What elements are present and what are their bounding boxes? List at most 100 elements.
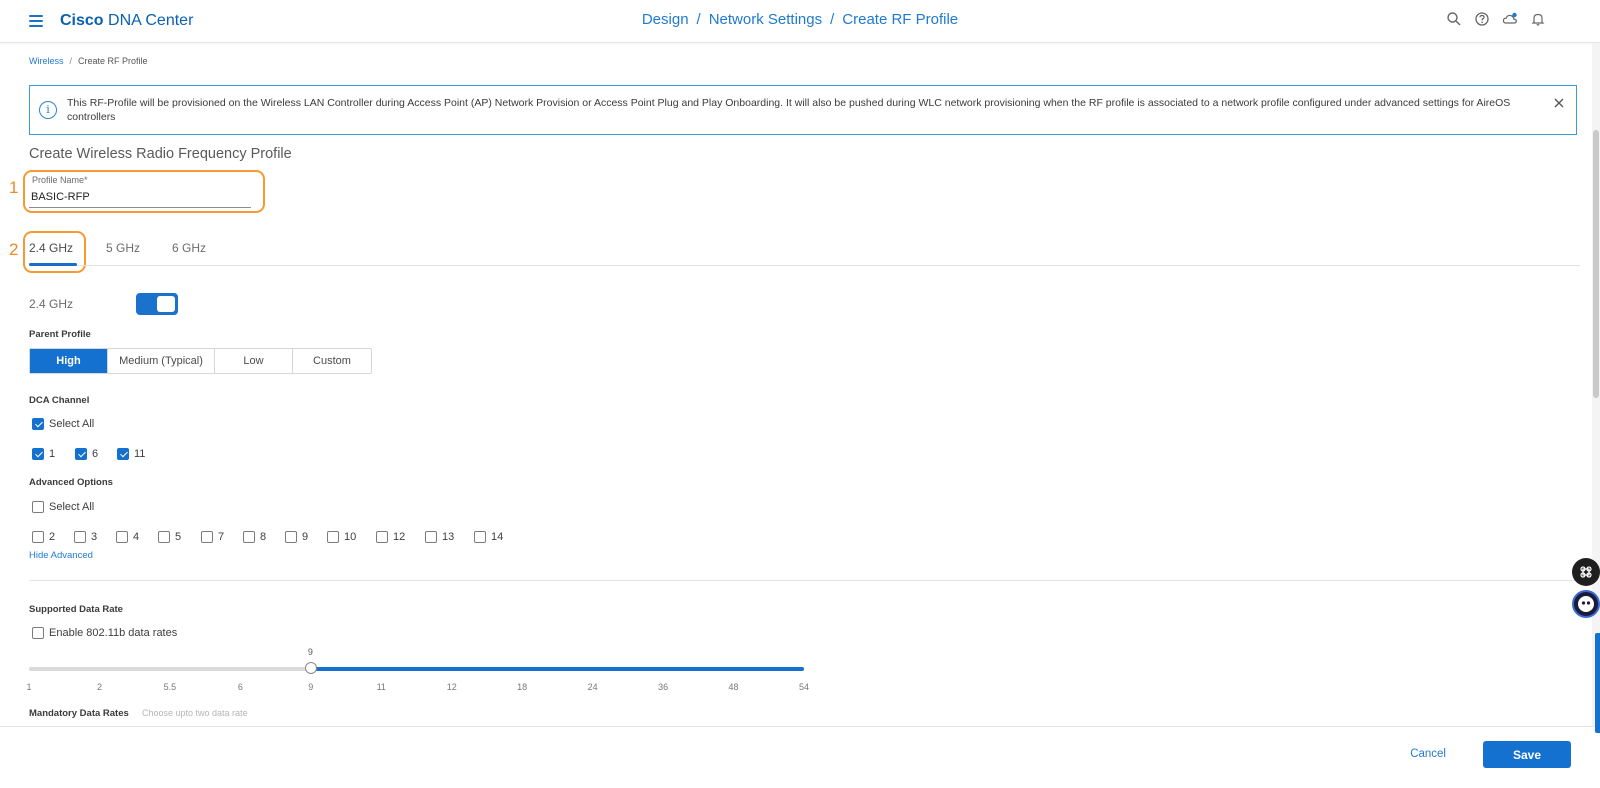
checkbox-label: 1 [49, 448, 56, 460]
callout-box-profile-name [23, 170, 265, 213]
path-create-rf-profile: Create RF Profile [842, 11, 959, 28]
save-button[interactable]: Save [1483, 741, 1571, 768]
dca-channel-1-checkbox[interactable]: 1 [32, 448, 55, 460]
cloud-icon[interactable] [1502, 11, 1518, 27]
close-icon[interactable] [1552, 96, 1566, 110]
band-tabs: 2.4 GHz 5 GHz 6 GHz [29, 236, 1580, 266]
data-rate-slider-track[interactable] [29, 667, 804, 671]
tab-2-4-ghz[interactable]: 2.4 GHz [29, 241, 74, 255]
checkbox-box [32, 501, 44, 513]
slider-tick-label: 12 [446, 682, 457, 692]
slider-tick-label: 54 [798, 682, 810, 692]
supported-data-rate-label: Supported Data Rate [29, 604, 123, 615]
checkbox-label: 4 [133, 531, 140, 543]
page-path: Design / Network Settings / Create RF Profil… [0, 11, 1600, 28]
parent-profile-custom[interactable]: Custom [313, 355, 351, 367]
vertical-scrollbar[interactable] [1592, 43, 1600, 726]
checkbox-label: 11 [134, 448, 146, 460]
toggle-knob [157, 296, 175, 312]
footer-bar: Cancel Save [0, 726, 1600, 788]
advanced-channel-5-checkbox[interactable]: 5 [158, 531, 181, 543]
checkbox-label: 9 [302, 531, 309, 543]
checkbox-label: 10 [344, 531, 357, 543]
path-separator: / [696, 11, 701, 28]
side-panel-tab[interactable] [1595, 633, 1600, 733]
parent-profile-high[interactable]: High [30, 349, 108, 373]
advanced-channel-3-checkbox[interactable]: 3 [74, 531, 97, 543]
command-icon [1580, 566, 1592, 578]
scrollbar-thumb[interactable] [1593, 130, 1599, 398]
advanced-channel-13-checkbox[interactable]: 13 [425, 531, 454, 543]
advanced-channel-7-checkbox[interactable]: 7 [201, 531, 224, 543]
help-icon[interactable] [1474, 11, 1490, 27]
data-rate-slider-thumb[interactable] [304, 662, 317, 674]
breadcrumb-wireless-link[interactable]: Wireless [29, 56, 64, 66]
path-design[interactable]: Design [641, 11, 689, 28]
checkbox-label: Select All [49, 418, 95, 430]
page-title: Create Wireless Radio Frequency Profile [29, 146, 292, 162]
assistant-icon [1578, 596, 1594, 612]
checkbox-label: 8 [260, 531, 267, 543]
mandatory-data-rates-label: Mandatory Data Rates [29, 708, 129, 719]
slider-tick-label: 9 [308, 682, 314, 692]
checkbox-label: 12 [393, 531, 406, 543]
checkbox-label: 2 [49, 531, 56, 543]
parent-profile-selector: High Medium (Typical) Low Custom [29, 348, 372, 374]
advanced-channel-8-checkbox[interactable]: 8 [243, 531, 266, 543]
tab-5-ghz[interactable]: 5 GHz [106, 241, 141, 255]
advanced-channel-2-checkbox[interactable]: 2 [32, 531, 55, 543]
brand-logo[interactable]: Cisco DNA Center [60, 12, 193, 30]
enable-80211b-checkbox[interactable]: Enable 802.11b data rates [32, 627, 177, 639]
hide-advanced-link[interactable]: Hide Advanced [29, 550, 93, 561]
advanced-channel-10-checkbox[interactable]: 10 [327, 531, 356, 543]
bell-icon[interactable] [1530, 11, 1546, 27]
dca-select-all-checkbox[interactable]: Select All [32, 418, 94, 430]
assistant-button[interactable] [1572, 590, 1600, 618]
dca-channel-6-checkbox[interactable]: 6 [75, 448, 98, 460]
band-toggle-label: 2.4 GHz [29, 297, 74, 311]
checkbox-label: Select All [49, 501, 95, 513]
callout-number-1: 1 [9, 178, 19, 197]
advanced-options-label: Advanced Options [29, 477, 113, 488]
menu-icon[interactable] [29, 15, 43, 27]
data-rate-slider-fill [310, 667, 804, 671]
section-divider [29, 580, 1580, 581]
checkbox-box [327, 531, 339, 543]
tab-6-ghz[interactable]: 6 GHz [172, 241, 207, 255]
cancel-button[interactable]: Cancel [1410, 748, 1446, 760]
parent-profile-medium[interactable]: Medium (Typical) [108, 349, 215, 373]
checkbox-label: 13 [442, 531, 455, 543]
banner-message: This RF-Profile will be provisioned on t… [67, 97, 1511, 123]
advanced-channel-12-checkbox[interactable]: 12 [376, 531, 405, 543]
checkbox-label: 5 [175, 531, 182, 543]
advanced-channel-4-checkbox[interactable]: 4 [116, 531, 139, 543]
slider-tick-label: 2 [96, 682, 102, 692]
path-network-settings[interactable]: Network Settings [708, 11, 823, 28]
slider-tick-label: 11 [376, 682, 386, 692]
checkbox-box [74, 531, 86, 543]
checkbox-box [243, 531, 255, 543]
checkbox-box [32, 531, 44, 543]
band-enable-toggle[interactable] [136, 293, 178, 315]
breadcrumb: Wireless / Create RF Profile [29, 56, 148, 66]
command-palette-button[interactable] [1572, 558, 1600, 586]
advanced-channel-14-checkbox[interactable]: 14 [474, 531, 503, 543]
dca-channel-label: DCA Channel [29, 395, 90, 406]
checkbox-box [285, 531, 297, 543]
brand-name-text: DNA Center [108, 12, 194, 29]
checkbox-label: 14 [491, 531, 504, 543]
checkbox-box [201, 531, 213, 543]
advanced-channel-9-checkbox[interactable]: 9 [285, 531, 308, 543]
callout-box-tab [23, 231, 86, 273]
search-icon[interactable] [1446, 11, 1462, 27]
checkbox-box [32, 418, 44, 430]
advanced-select-all-checkbox[interactable]: Select All [32, 501, 94, 513]
profile-name-label: Profile Name* [32, 175, 88, 185]
profile-name-input[interactable] [29, 187, 251, 208]
checkbox-label: 3 [91, 531, 98, 543]
checkbox-box [376, 531, 388, 543]
checkbox-label: 6 [92, 448, 99, 460]
parent-profile-low[interactable]: Low [215, 349, 293, 373]
breadcrumb-separator: / [69, 56, 73, 66]
dca-channel-11-checkbox[interactable]: 11 [117, 448, 145, 460]
